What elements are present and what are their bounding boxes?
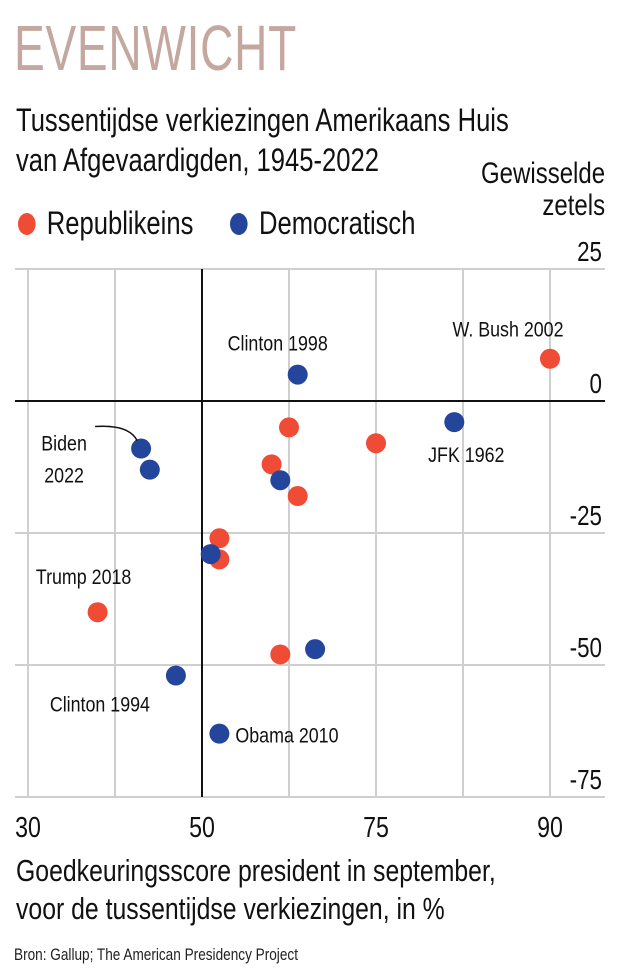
chart-title: Tussentijdse verkiezingen Amerikaans Hui… (16, 100, 509, 180)
data-point-republikeins (540, 348, 560, 369)
kicker-title: EVENWICHT (14, 12, 297, 84)
y-axis-title-line1: Gewisselde (480, 157, 605, 190)
x-tick-label: 90 (537, 810, 563, 843)
chart-title-line2: van Afgevaardigden, 1945-2022 (16, 142, 379, 178)
point-annotation: Biden (41, 432, 87, 456)
data-point-republikeins (209, 528, 230, 549)
point-annotation: W. Bush 2002 (452, 318, 563, 342)
legend-swatch-republikeins (18, 212, 36, 235)
chart-title-line1: Tussentijdse verkiezingen Amerikaans Hui… (16, 102, 509, 138)
legend-label-democratisch: Democratisch (258, 205, 416, 241)
data-point-democratisch (270, 470, 291, 491)
data-point-democratisch (131, 438, 152, 459)
y-tick-label: 0 (590, 369, 602, 400)
y-tick-label: -75 (570, 765, 602, 796)
data-point-democratisch (200, 544, 221, 565)
x-axis-title-line1: Goedkeuringsscore president in september… (16, 853, 496, 888)
data-point-democratisch (209, 723, 230, 744)
data-point-democratisch (139, 459, 160, 480)
data-point-republikeins (87, 602, 108, 623)
data-point-democratisch (287, 364, 308, 385)
point-annotation: 2022 (44, 464, 84, 488)
point-annotation: Clinton 1994 (50, 693, 150, 717)
y-axis-title-line2: zetels (542, 189, 605, 222)
y-tick-label: -50 (570, 633, 602, 664)
y-axis-title: Gewisselde zetels (481, 158, 605, 222)
legend-item-republikeins: Republikeins (18, 205, 193, 242)
legend-item-democratisch: Democratisch (230, 205, 415, 242)
point-annotation: Trump 2018 (36, 566, 131, 590)
legend: Republikeins Democratisch (18, 205, 452, 242)
x-tick-label: 30 (15, 810, 41, 843)
data-point-democratisch (165, 665, 186, 686)
x-tick-label: 75 (363, 810, 389, 843)
source-note: Bron: Gallup; The American Presidency Pr… (14, 945, 298, 964)
x-tick-label: 50 (189, 810, 215, 843)
data-point-republikeins (287, 486, 308, 507)
data-point-republikeins (261, 454, 282, 475)
legend-label-republikeins: Republikeins (46, 205, 194, 241)
y-tick-label: 25 (577, 237, 602, 268)
point-annotation: Clinton 1998 (228, 332, 328, 356)
data-point-republikeins (270, 644, 291, 665)
point-annotation: Obama 2010 (235, 724, 338, 748)
point-annotation: JFK 1962 (428, 444, 504, 468)
legend-swatch-democratisch (230, 212, 248, 235)
data-point-republikeins (366, 433, 386, 454)
data-point-republikeins (279, 417, 299, 438)
annotation-leader-line (95, 425, 138, 441)
x-axis-title-line2: voor de tussentijdse verkiezingen, in % (16, 891, 445, 926)
data-point-democratisch (305, 639, 326, 660)
data-point-democratisch (444, 412, 465, 433)
y-tick-label: -25 (570, 501, 602, 532)
x-axis-title: Goedkeuringsscore president in september… (16, 852, 496, 928)
